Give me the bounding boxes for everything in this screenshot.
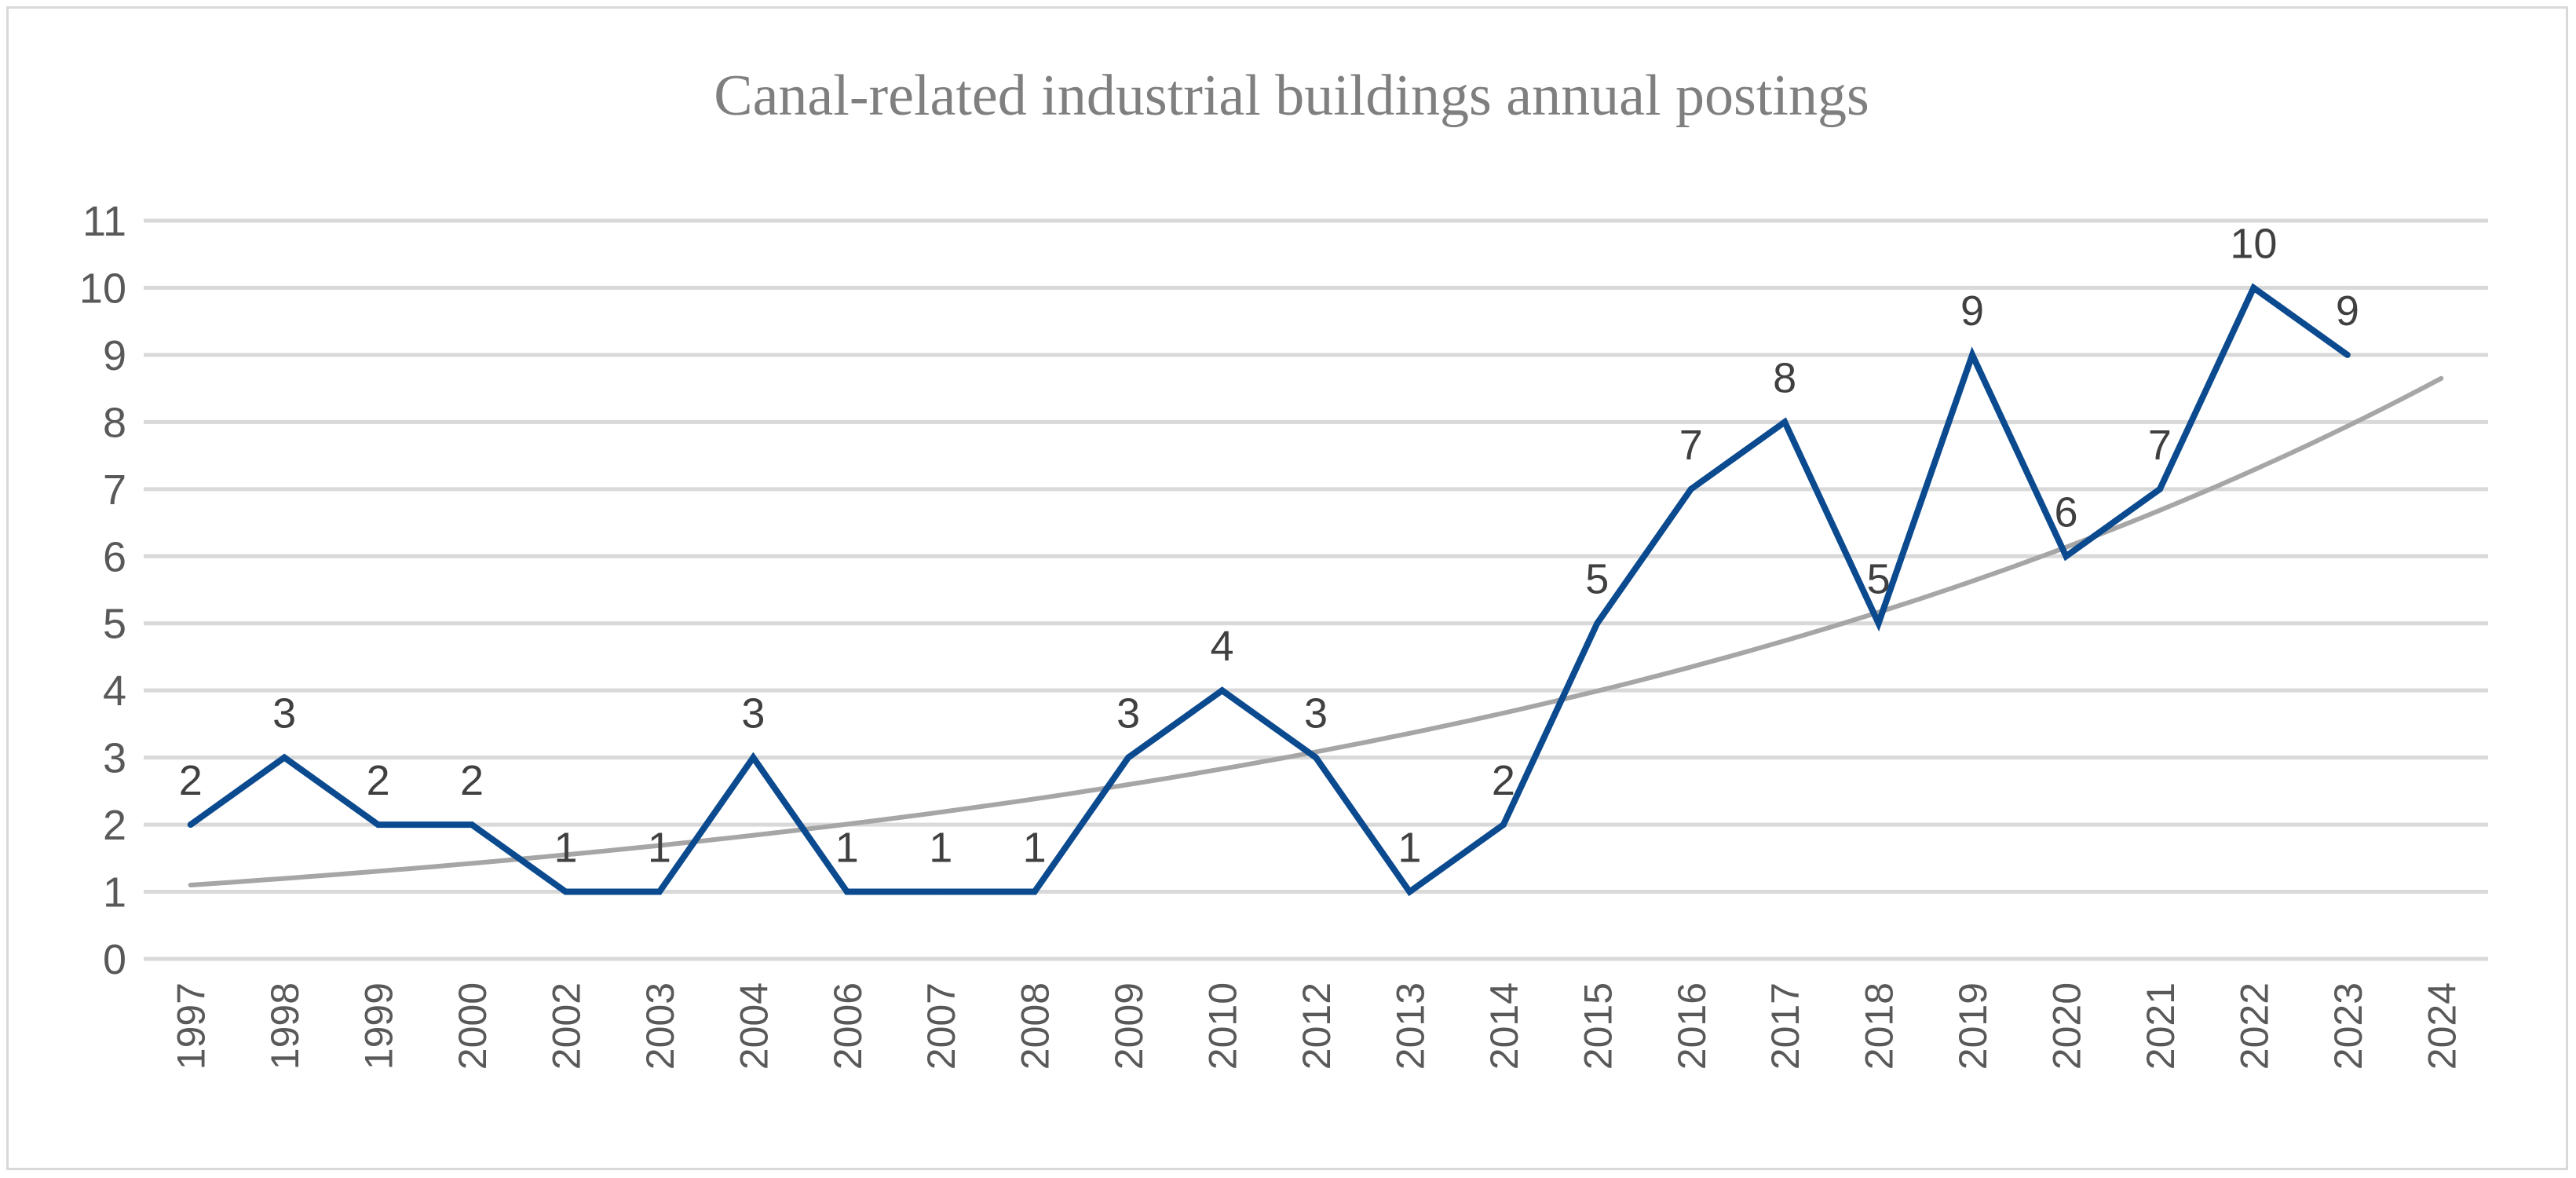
data-label: 8 bbox=[1773, 354, 1796, 401]
data-point bbox=[1125, 754, 1132, 761]
x-tick-label: 2004 bbox=[732, 982, 776, 1070]
y-tick-label: 6 bbox=[103, 533, 126, 580]
x-tick-label: 2024 bbox=[2420, 982, 2464, 1070]
data-point bbox=[2344, 351, 2351, 358]
y-tick-label: 5 bbox=[103, 601, 126, 648]
y-tick-label: 1 bbox=[103, 869, 126, 916]
data-label: 2 bbox=[1492, 757, 1515, 804]
y-tick-label: 3 bbox=[103, 735, 126, 782]
data-point bbox=[1219, 687, 1226, 694]
series-layer bbox=[187, 283, 2351, 897]
data-label: 3 bbox=[272, 690, 296, 737]
trendline-layer bbox=[188, 375, 2444, 887]
data-label: 7 bbox=[1679, 422, 1703, 469]
data-point bbox=[2063, 553, 2070, 560]
x-tick-label: 2010 bbox=[1201, 982, 1245, 1070]
data-label: 2 bbox=[367, 757, 390, 804]
data-label: 1 bbox=[929, 825, 952, 872]
x-tick-label: 1997 bbox=[170, 982, 214, 1070]
data-point bbox=[2156, 485, 2163, 492]
gridlines bbox=[144, 218, 2488, 961]
data-label: 1 bbox=[835, 825, 859, 872]
data-label: 4 bbox=[1211, 623, 1234, 670]
y-tick-label: 11 bbox=[82, 198, 126, 245]
x-tick-label: 2007 bbox=[919, 982, 963, 1070]
y-axis-ticks: 0 1 2 3 4 5 6 7 8 9 10 11 bbox=[79, 198, 126, 983]
data-point bbox=[843, 888, 850, 895]
data-point bbox=[375, 821, 382, 829]
data-label: 1 bbox=[648, 825, 671, 872]
x-tick-label: 2016 bbox=[1670, 982, 1714, 1070]
data-label: 9 bbox=[1960, 287, 1984, 335]
trendline bbox=[188, 375, 2444, 887]
x-tick-label: 2009 bbox=[1107, 982, 1151, 1070]
data-label: 10 bbox=[2230, 220, 2277, 267]
data-label: 1 bbox=[554, 825, 577, 872]
data-label: 3 bbox=[1304, 690, 1328, 737]
y-tick-label: 7 bbox=[103, 466, 126, 514]
data-label: 3 bbox=[741, 690, 765, 737]
data-point bbox=[937, 888, 945, 895]
x-tick-label: 2012 bbox=[1295, 982, 1339, 1070]
series-line bbox=[188, 283, 2350, 897]
data-point bbox=[1313, 754, 1319, 761]
y-tick-label: 2 bbox=[103, 802, 126, 849]
x-tick-label: 2019 bbox=[1951, 982, 1995, 1070]
x-tick-label: 1998 bbox=[263, 982, 307, 1070]
data-point bbox=[750, 754, 757, 761]
data-point bbox=[1875, 620, 1882, 627]
x-tick-label: 1999 bbox=[357, 982, 401, 1070]
x-tick-label: 2020 bbox=[2045, 982, 2089, 1070]
data-label: 1 bbox=[1398, 825, 1421, 872]
data-label: 2 bbox=[460, 757, 484, 804]
data-point bbox=[1031, 888, 1038, 895]
data-labels: 2 3 2 2 1 1 3 1 1 1 3 4 3 1 2 5 7 8 5 9 6 7 10 9 bbox=[179, 220, 2359, 871]
data-label: 5 bbox=[1867, 556, 1891, 603]
y-tick-label: 4 bbox=[103, 668, 126, 715]
data-label: 9 bbox=[2336, 287, 2359, 335]
x-axis-ticks: 1997 1998 1999 2000 2002 2003 2004 2006 2007 2008… bbox=[170, 982, 2465, 1070]
data-point bbox=[1500, 821, 1507, 829]
y-tick-label: 8 bbox=[103, 399, 126, 446]
data-label: 2 bbox=[179, 757, 203, 804]
x-tick-label: 2014 bbox=[1482, 982, 1526, 1070]
y-tick-label: 0 bbox=[103, 936, 126, 983]
x-tick-label: 2002 bbox=[544, 982, 588, 1070]
data-point bbox=[1687, 485, 1694, 492]
x-tick-label: 2017 bbox=[1763, 982, 1807, 1070]
data-point bbox=[1406, 888, 1413, 895]
x-tick-label: 2006 bbox=[826, 982, 870, 1070]
data-label: 3 bbox=[1116, 690, 1140, 737]
data-point bbox=[656, 888, 663, 895]
data-point bbox=[562, 888, 569, 895]
data-point bbox=[1781, 419, 1789, 426]
chart-title: Canal-related industrial buildings annua… bbox=[714, 64, 1869, 128]
data-label: 1 bbox=[1023, 825, 1047, 872]
x-tick-label: 2018 bbox=[1858, 982, 1902, 1070]
data-point bbox=[2250, 284, 2257, 291]
x-tick-label: 2008 bbox=[1014, 982, 1058, 1070]
x-tick-label: 2022 bbox=[2232, 982, 2276, 1070]
y-tick-label: 9 bbox=[103, 332, 126, 379]
x-tick-label: 2021 bbox=[2139, 982, 2183, 1070]
x-tick-label: 2015 bbox=[1576, 982, 1620, 1070]
chart: Canal-related industrial buildings annua… bbox=[79, 64, 2488, 1070]
data-point bbox=[469, 821, 476, 829]
data-label: 5 bbox=[1585, 556, 1609, 603]
data-label: 7 bbox=[2148, 422, 2172, 469]
data-point bbox=[281, 754, 288, 761]
x-tick-label: 2000 bbox=[451, 982, 495, 1070]
data-point bbox=[187, 821, 194, 829]
x-tick-label: 2013 bbox=[1388, 982, 1432, 1070]
chart-frame: Canal-related industrial buildings annua… bbox=[6, 6, 2568, 1170]
x-tick-label: 2003 bbox=[638, 982, 682, 1070]
data-point bbox=[1594, 620, 1601, 627]
y-tick-label: 10 bbox=[79, 265, 126, 312]
x-tick-label: 2023 bbox=[2326, 982, 2370, 1070]
data-label: 6 bbox=[2054, 488, 2077, 536]
data-point bbox=[1969, 351, 1976, 358]
